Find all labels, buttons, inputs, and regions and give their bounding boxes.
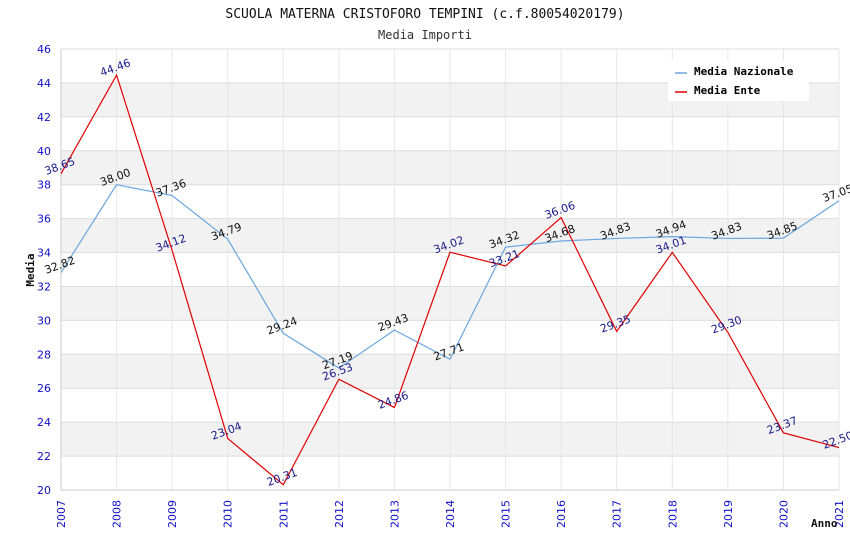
legend-box [668,60,809,101]
series-line-media-ente [60,73,840,486]
x-tick-label: 2014 [444,500,457,528]
y-tick-label: 24 [37,416,51,429]
series-line-media-nazionale [60,184,840,369]
legend: Media Nazionale Media Ente [668,60,809,101]
x-tick-label: 2018 [666,500,679,528]
y-tick-label: 32 [37,280,51,293]
x-tick-label: 2007 [55,500,68,528]
y-tick-label: 30 [37,314,51,327]
x-tick-label: 2011 [277,500,290,528]
y-axis-label: Media [24,253,37,286]
gridlines [60,48,840,491]
series-lines [60,73,840,486]
y-tick-label: 22 [37,450,51,463]
x-axis-label: Anno [811,517,838,530]
legend-label-media-nazionale: Media Nazionale [694,65,794,78]
y-tick-label: 44 [37,77,51,90]
y-tick-label: 40 [37,145,51,158]
x-tick-label: 2015 [500,500,513,528]
chart-title: SCUOLA MATERNA CRISTOFORO TEMPINI (c.f.8… [225,7,624,22]
x-tick-label: 2019 [722,500,735,528]
x-tick-label: 2008 [111,500,124,528]
y-tick-label: 36 [37,213,51,226]
y-tick-label: 26 [37,382,51,395]
x-tick-label: 2012 [333,500,346,528]
chart-subtitle: Media Importi [378,28,472,42]
x-tick-label: 2020 [777,500,790,528]
y-tick-label: 34 [37,247,51,260]
x-tick-label: 2009 [166,500,179,528]
x-tick-labels: 2007 2008 2009 2010 2011 2012 2013 2014 2015 2016… [55,500,846,528]
x-tick-label: 2010 [222,500,235,528]
y-tick-label: 28 [37,348,51,361]
x-tick-label: 2016 [555,500,568,528]
x-tick-label: 2021 [833,500,846,528]
y-tick-label: 20 [37,484,51,497]
y-tick-label: 46 [37,43,51,56]
y-tick-label: 42 [37,111,51,124]
axes [60,49,839,491]
legend-label-media-ente: Media Ente [694,84,761,97]
y-tick-labels: 20 22 24 26 28 30 32 34 36 38 40 42 44 46 [37,43,51,497]
y-tick-label: 38 [37,179,51,192]
x-tick-label: 2013 [388,500,401,528]
x-tick-label: 2017 [611,500,624,528]
